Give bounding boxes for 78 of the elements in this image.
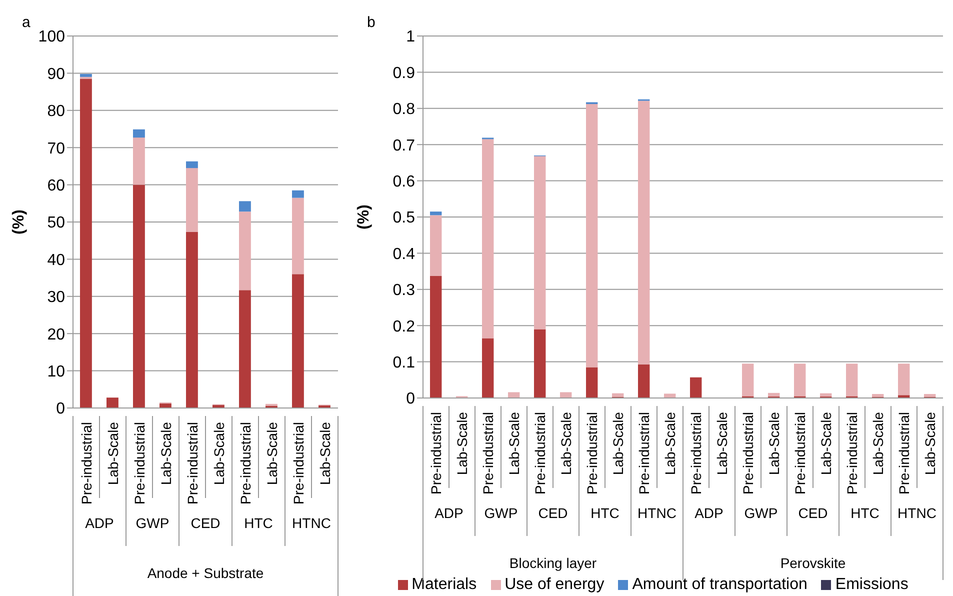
- chart-title: b: [367, 14, 376, 31]
- x-tick-label: Lab-Scale: [506, 412, 522, 476]
- y-axis-title: (%): [356, 204, 373, 230]
- x-tick-label: Pre-industrial: [792, 412, 808, 494]
- legend-label: Emissions: [834, 576, 908, 594]
- y-tick-label: 10: [47, 363, 66, 380]
- text: CED: [798, 505, 828, 521]
- chart-title: a: [22, 14, 30, 31]
- x-tick-label: Lab-Scale: [870, 412, 886, 476]
- y-tick-label: 0: [56, 400, 66, 418]
- text: HTC: [244, 515, 273, 531]
- legend-label: Materials: [410, 576, 477, 594]
- x-tick-label: Pre-industrial: [237, 422, 254, 504]
- y-tick-label: 0.8: [392, 101, 416, 118]
- legend-label: Use of energy: [504, 576, 604, 594]
- text: Perovskite: [780, 555, 846, 571]
- x-tick-label: Pre-industrial: [740, 412, 756, 494]
- text: GWP: [744, 505, 778, 521]
- x-tick-label: Lab-Scale: [766, 412, 782, 476]
- y-tick-label: 100: [38, 28, 66, 46]
- text: ADP: [694, 505, 724, 521]
- x-tick-label: Pre-industrial: [78, 422, 94, 504]
- text: ADP: [434, 505, 464, 521]
- y-tick-label: 50: [47, 214, 66, 232]
- y-tick-label: 70: [47, 140, 66, 158]
- y-tick-label: 1: [406, 28, 416, 46]
- y-tick-label: 20: [47, 326, 66, 344]
- text: HTNC: [638, 505, 676, 521]
- x-tick-label: Pre-industrial: [896, 412, 912, 494]
- x-tick-label: Lab-Scale: [610, 412, 626, 476]
- x-tick-label: Lab-Scale: [104, 422, 121, 486]
- text: HTC: [590, 505, 620, 521]
- x-tick-label: Lab-Scale: [264, 422, 280, 486]
- x-tick-label: Pre-industrial: [532, 412, 548, 494]
- y-tick-label: 0.1: [392, 354, 416, 372]
- x-tick-label: Pre-industrial: [844, 412, 860, 494]
- text: GWP: [484, 505, 518, 521]
- x-tick-label: Lab-Scale: [922, 412, 938, 476]
- y-tick-label: 0.7: [392, 137, 416, 154]
- legend-label: Amount of transportation: [631, 576, 808, 594]
- y-tick-label: 0: [406, 390, 416, 408]
- x-tick-label: Pre-industrial: [480, 412, 496, 494]
- text: HTNC: [292, 515, 331, 531]
- text: GWP: [136, 515, 170, 531]
- x-tick-label: Pre-industrial: [584, 412, 600, 494]
- y-tick-label: 0.3: [392, 282, 416, 300]
- text: HTC: [850, 505, 880, 521]
- x-tick-label: Pre-industrial: [636, 412, 652, 494]
- y-tick-label: 30: [47, 289, 66, 306]
- x-tick-label: Lab-Scale: [158, 422, 174, 486]
- x-tick-label: Pre-industrial: [428, 412, 444, 494]
- text: ADP: [85, 515, 114, 531]
- y-tick-label: 0.4: [392, 246, 416, 263]
- text: CED: [190, 515, 220, 531]
- x-tick-label: Pre-industrial: [290, 422, 306, 504]
- text: HTNC: [898, 505, 936, 521]
- x-tick-label: Lab-Scale: [210, 422, 227, 486]
- x-tick-label: Lab-Scale: [662, 412, 678, 476]
- y-tick-label: 40: [47, 252, 66, 269]
- x-tick-label: Pre-industrial: [131, 422, 148, 504]
- x-tick-label: Pre-industrial: [688, 412, 704, 494]
- x-tick-label: Lab-Scale: [316, 422, 333, 486]
- text: CED: [538, 505, 568, 521]
- x-tick-label: Lab-Scale: [818, 412, 834, 476]
- y-tick-label: 0.6: [392, 173, 416, 190]
- y-tick-label: 90: [47, 66, 66, 83]
- y-tick-label: 0.2: [392, 318, 416, 336]
- text: Blocking layer: [509, 555, 597, 571]
- x-tick-label: Pre-industrial: [184, 422, 200, 504]
- text: Anode + Substrate: [147, 565, 264, 581]
- y-tick-label: 0.9: [392, 64, 416, 82]
- y-tick-label: 60: [47, 177, 66, 194]
- y-tick-label: 0.5: [392, 210, 416, 227]
- x-tick-label: Lab-Scale: [558, 412, 574, 476]
- y-axis-title: (%): [10, 210, 28, 234]
- x-tick-label: Lab-Scale: [714, 412, 730, 476]
- x-tick-label: Lab-Scale: [454, 412, 470, 476]
- y-tick-label: 80: [47, 103, 66, 120]
